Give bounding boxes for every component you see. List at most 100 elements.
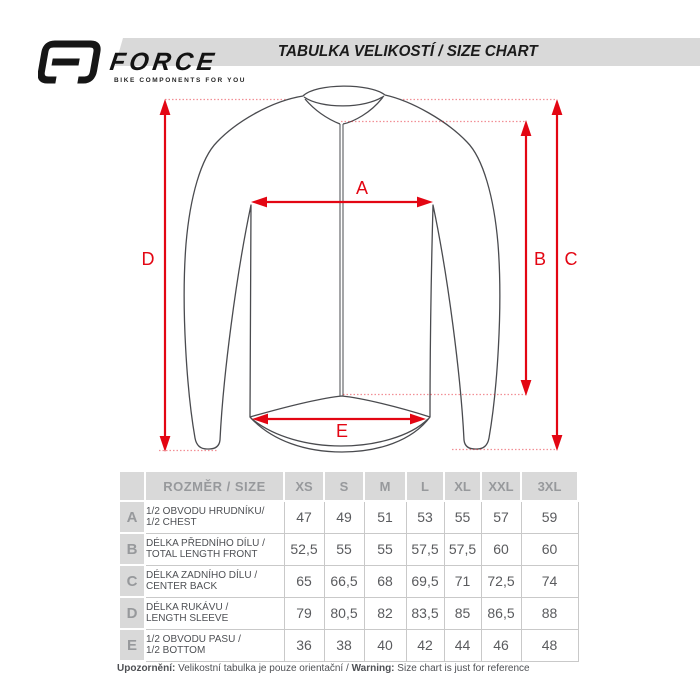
front-hem-seam (249, 395, 431, 418)
row-label-cell: 1/2 OBVODU HRUDNÍKU/ 1/2 CHEST (144, 500, 285, 534)
row-label-cell: DÉLKA ZADNÍHO DÍLU / CENTER BACK (144, 564, 285, 598)
label-B: B (534, 249, 546, 269)
size-value-cell: 79 (283, 596, 325, 630)
back-hem-seam (251, 418, 429, 447)
size-value-cell: 38 (323, 628, 365, 662)
size-value-cell: 86,5 (480, 596, 522, 630)
arrow-A (251, 196, 433, 208)
size-value-cell: 40 (363, 628, 407, 662)
col-header-s: S (323, 470, 365, 502)
row-label-cz: DÉLKA RUKÁVU / (146, 601, 229, 613)
row-label-cell: DÉLKA RUKÁVU / LENGTH SLEEVE (144, 596, 285, 630)
size-value-cell: 55 (443, 500, 482, 534)
measurement-labels: A B C D E (142, 178, 578, 441)
size-value-cell: 48 (520, 628, 579, 662)
table-row: E 1/2 OBVODU PASU / 1/2 BOTTOM 36 38 40 … (118, 628, 579, 662)
collar-v-right (342, 96, 384, 125)
row-label-cz: DÉLKA PŘEDNÍHO DÍLU / (146, 537, 265, 549)
size-value-cell: 83,5 (405, 596, 445, 630)
row-key-cell: E (118, 628, 146, 662)
row-label-cell: 1/2 OBVODU PASU / 1/2 BOTTOM (144, 628, 285, 662)
row-key-cell: D (118, 596, 146, 630)
size-value-cell: 57 (480, 500, 522, 534)
size-value-cell: 65 (283, 564, 325, 598)
size-value-cell: 85 (443, 596, 482, 630)
jersey-outline (183, 85, 501, 453)
size-value-cell: 36 (283, 628, 325, 662)
size-value-cell: 60 (480, 532, 522, 566)
table-row: D DÉLKA RUKÁVU / LENGTH SLEEVE 79 80,5 8… (118, 596, 579, 630)
arrow-C (551, 99, 563, 451)
arrow-D (159, 99, 171, 452)
row-label-cz: DÉLKA ZADNÍHO DÍLU / (146, 569, 258, 581)
force-emblem-icon (38, 40, 101, 84)
size-value-cell: 55 (363, 532, 407, 566)
size-value-cell: 55 (323, 532, 365, 566)
arrow-E (252, 413, 426, 425)
force-logo: FORCE BIKE COMPONENTS FOR YOU (38, 38, 253, 88)
label-A: A (356, 178, 368, 198)
row-label-en: LENGTH SLEEVE (146, 613, 229, 624)
size-value-cell: 52,5 (283, 532, 325, 566)
size-value-cell: 60 (520, 532, 579, 566)
col-header-xl: XL (443, 470, 482, 502)
label-E: E (336, 421, 348, 441)
footnote-warn-cz-label: Upozornění: (117, 663, 176, 674)
size-value-cell: 68 (363, 564, 407, 598)
label-C: C (565, 249, 578, 269)
footnote-warn-cz-text: Velikostní tabulka je pouze orientační / (175, 663, 352, 674)
arrow-B (520, 120, 532, 396)
row-key-cell: A (118, 500, 146, 534)
table-row: C DÉLKA ZADNÍHO DÍLU / CENTER BACK 65 66… (118, 564, 579, 598)
row-label-cell: DÉLKA PŘEDNÍHO DÍLU / TOTAL LENGTH FRONT (144, 532, 285, 566)
size-value-cell: 44 (443, 628, 482, 662)
size-value-cell: 57,5 (405, 532, 445, 566)
size-value-cell: 74 (520, 564, 579, 598)
footnote: Upozornění: Velikostní tabulka je pouze … (117, 663, 530, 674)
size-value-cell: 80,5 (323, 596, 365, 630)
size-value-cell: 82 (363, 596, 407, 630)
size-table: ROZMĚR / SIZE XS S M L XL XXL 3XL A 1/2 … (118, 470, 579, 662)
row-label-en: 1/2 CHEST (146, 517, 197, 529)
size-value-cell: 88 (520, 596, 579, 630)
label-D: D (142, 249, 155, 269)
row-label-en: CENTER BACK (146, 581, 218, 592)
size-value-cell: 49 (323, 500, 365, 534)
size-value-cell: 51 (363, 500, 407, 534)
size-value-cell: 42 (405, 628, 445, 662)
measurement-arrows (159, 99, 563, 452)
size-value-cell: 47 (283, 500, 325, 534)
table-row: A 1/2 OBVODU HRUDNÍKU/ 1/2 CHEST 47 49 5… (118, 500, 579, 534)
table-row: B DÉLKA PŘEDNÍHO DÍLU / TOTAL LENGTH FRO… (118, 532, 579, 566)
footnote-warn-en-text: Size chart is just for reference (394, 663, 530, 674)
collar-inner-rim (303, 95, 385, 107)
row-label-en: 1/2 BOTTOM (146, 645, 206, 656)
row-label-cz: 1/2 OBVODU PASU / (146, 633, 241, 645)
size-value-cell: 53 (405, 500, 445, 534)
col-header-xxl: XXL (480, 470, 522, 502)
zipper-line (339, 124, 344, 396)
header-bar: TABULKA VELIKOSTÍ / SIZE CHART (115, 38, 700, 66)
page-title: TABULKA VELIKOSTÍ / SIZE CHART (277, 43, 538, 60)
dotted-reference-lines (159, 120, 557, 452)
size-value-cell: 71 (443, 564, 482, 598)
size-value-cell: 46 (480, 628, 522, 662)
col-header-xs: XS (283, 470, 325, 502)
corner-blank-cell (118, 470, 146, 502)
collar-v-left (304, 98, 341, 125)
size-value-cell: 72,5 (480, 564, 522, 598)
row-label-en: TOTAL LENGTH FRONT (146, 549, 258, 560)
size-value-cell: 66,5 (323, 564, 365, 598)
col-header-l: L (405, 470, 445, 502)
col-header-m: M (363, 470, 407, 502)
corner-label-cell: ROZMĚR / SIZE (144, 470, 285, 502)
footnote-warn-en-label: Warning: (351, 663, 395, 674)
table-header-row: ROZMĚR / SIZE XS S M L XL XXL 3XL (118, 470, 579, 502)
size-value-cell: 57,5 (443, 532, 482, 566)
row-key-cell: B (118, 532, 146, 566)
col-header-3xl: 3XL (520, 470, 579, 502)
brand-tagline: BIKE COMPONENTS FOR YOU (114, 77, 247, 84)
row-label-cz: 1/2 OBVODU HRUDNÍKU/ (146, 505, 265, 517)
